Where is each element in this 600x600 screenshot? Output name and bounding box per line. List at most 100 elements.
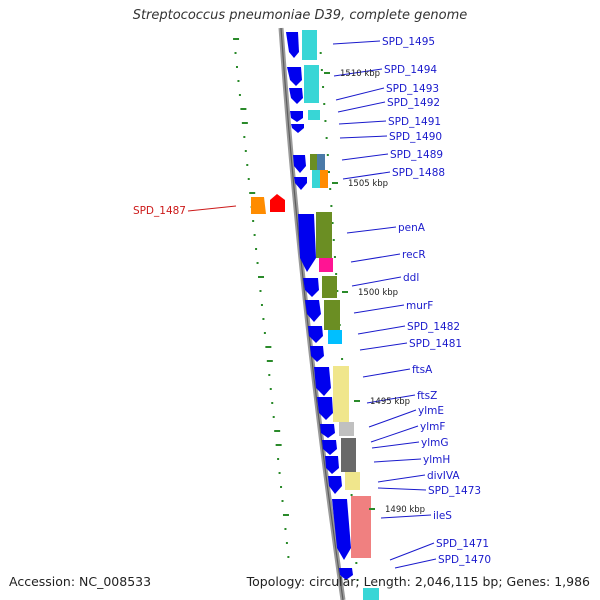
leader-line (341, 153, 389, 161)
gene-label[interactable]: SPD_1494 (384, 64, 437, 76)
kbp-label: 1495 kbp (370, 397, 410, 407)
leader-line (359, 342, 408, 351)
gene-label[interactable]: SPD_1490 (389, 131, 442, 143)
gene-label[interactable]: murF (406, 300, 433, 312)
cds-arrow[interactable] (310, 346, 324, 362)
leader-line (373, 458, 422, 463)
gene-label[interactable]: ylmH (423, 454, 450, 466)
cds-arrow[interactable] (322, 440, 337, 455)
cds-arrow-reverse[interactable] (251, 197, 266, 214)
cog-block (324, 300, 340, 330)
gc-skew-mark (246, 164, 249, 166)
cds-arrow[interactable] (328, 476, 342, 494)
cds-arrow[interactable] (325, 456, 339, 474)
gc-skew-mark (274, 430, 281, 432)
cds-arrow[interactable] (339, 568, 353, 580)
cog-block (317, 154, 325, 170)
cds-arrow[interactable] (290, 111, 303, 122)
leader-line (335, 87, 385, 101)
cds-arrow[interactable] (291, 124, 304, 133)
cds-arrow-reverse[interactable] (270, 194, 285, 212)
gene-label[interactable]: ylmF (420, 421, 445, 433)
cds-arrow[interactable] (298, 214, 316, 272)
cds-arrow[interactable] (287, 67, 302, 86)
leader-line (377, 474, 426, 483)
gc-skew-mark (320, 69, 323, 71)
gc-skew-mark (237, 80, 240, 82)
map-title: Streptococcus pneumoniae D39, complete g… (132, 8, 468, 23)
gene-label[interactable]: ftsA (412, 364, 433, 376)
gc-skew-mark (333, 256, 336, 258)
gene-label[interactable]: ylmE (418, 405, 444, 417)
gene-label[interactable]: divIVA (427, 470, 460, 482)
gc-skew-mark (253, 234, 256, 236)
gc-skew-mark (336, 290, 339, 292)
gc-skew-mark (271, 402, 274, 404)
gene-label[interactable]: SPD_1495 (382, 36, 435, 48)
gc-skew-mark (234, 52, 237, 54)
reverse-cds-track (251, 194, 285, 214)
leader-line (394, 558, 437, 569)
cds-arrow[interactable] (317, 397, 333, 420)
cds-arrow[interactable] (293, 155, 306, 173)
gc-skew-mark (259, 290, 262, 292)
gene-label[interactable]: SPD_1470 (438, 554, 491, 566)
gc-skew-mark (235, 66, 238, 68)
cds-arrow[interactable] (314, 367, 331, 396)
cds-arrow[interactable] (320, 424, 335, 438)
gene-label[interactable]: SPD_1481 (409, 338, 462, 350)
gc-skew-mark (243, 136, 246, 138)
accession-text: Accession: NC_008533 (9, 574, 152, 589)
gc-skew-mark (331, 222, 334, 224)
gc-skew-mark (238, 94, 241, 96)
gc-skew-mark (240, 108, 247, 110)
cds-arrow[interactable] (332, 499, 351, 560)
gc-skew-mark (281, 500, 284, 502)
gene-label[interactable]: SPD_1473 (428, 485, 481, 497)
cds-arrow[interactable] (305, 300, 321, 322)
gene-label[interactable]: ddl (403, 272, 419, 284)
leader-line (333, 68, 383, 77)
gc-skew-mark (330, 205, 333, 207)
cds-arrow[interactable] (303, 278, 319, 297)
leader-line (332, 40, 381, 45)
gene-label[interactable]: SPD_1488 (392, 167, 445, 179)
gene-label[interactable]: penA (398, 222, 426, 234)
cds-arrow[interactable] (308, 326, 323, 343)
gene-label[interactable]: SPD_1493 (386, 83, 439, 95)
gc-skew-mark (258, 276, 265, 278)
gc-skew-mark (287, 556, 290, 558)
cog-block (316, 212, 332, 258)
gene-label[interactable]: SPD_1489 (390, 149, 443, 161)
gene-label[interactable]: recR (402, 249, 426, 261)
gc-skew-mark (241, 122, 248, 124)
gc-skew-mark (275, 444, 282, 446)
gene-labels: SPD_1495 SPD_1494 SPD_1493 SPD_1492 SPD_1491… (382, 36, 491, 566)
cds-arrow[interactable] (294, 177, 307, 190)
leader-line (362, 368, 411, 378)
gc-skew-mark (269, 388, 272, 390)
gene-label[interactable]: SPD_1482 (407, 321, 460, 333)
gene-label[interactable]: SPD_1492 (387, 97, 440, 109)
gc-skew-mark (268, 374, 271, 376)
cds-arrow[interactable] (286, 32, 299, 58)
cds-arrow[interactable] (289, 88, 303, 104)
gene-label[interactable]: SPD_1491 (388, 116, 441, 128)
gene-label-reverse[interactable]: SPD_1487 (133, 205, 186, 217)
gc-skew-mark (263, 332, 266, 334)
gene-label[interactable]: ftsZ (417, 390, 437, 402)
gc-skew-mark (341, 358, 344, 360)
gc-skew-mark (249, 192, 256, 194)
gc-skew-mark (325, 137, 328, 139)
gc-skew-mark (329, 188, 332, 190)
gene-label[interactable]: SPD_1471 (436, 538, 489, 550)
gene-label[interactable]: ileS (433, 510, 452, 522)
gc-skew-mark (332, 239, 335, 241)
cog-block (328, 330, 342, 344)
gc-skew-mark (262, 318, 265, 320)
gene-label[interactable]: ylmG (421, 437, 449, 449)
leader-line (370, 425, 419, 443)
leader-line (337, 101, 386, 113)
cog-block (341, 438, 356, 472)
